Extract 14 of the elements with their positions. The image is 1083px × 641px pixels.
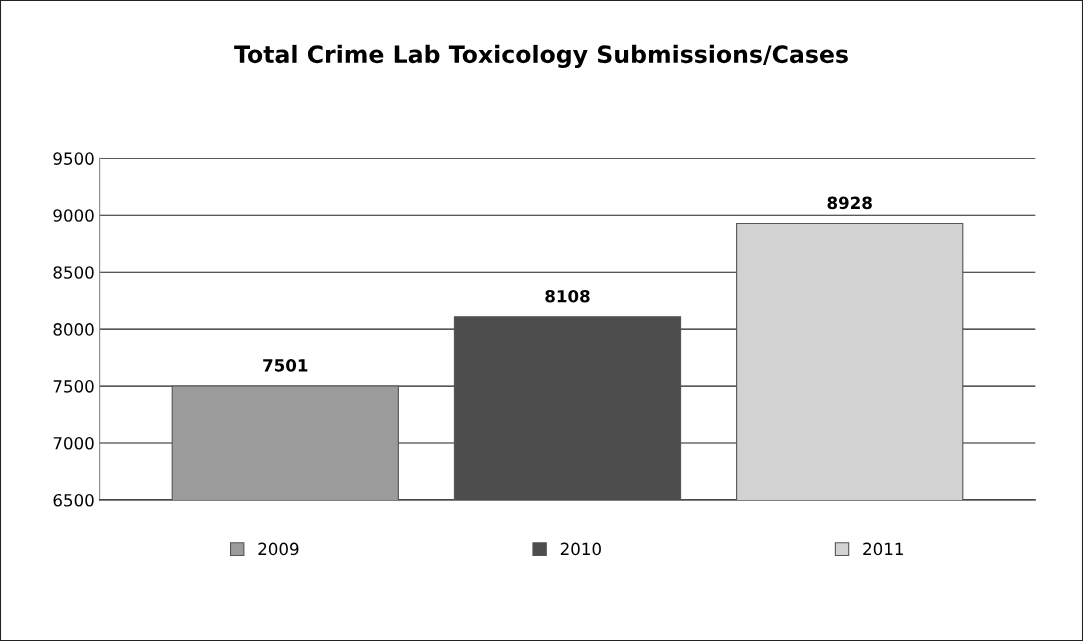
y-tick-label: 9000 [53,209,94,222]
chart-title: Total Crime Lab Toxicology Submissions/Cases [234,44,848,68]
data-label: 8928 [827,196,872,210]
y-tick-label: 7500 [53,380,94,393]
y-tick-label: 8000 [53,323,94,336]
y-tick-label: 9500 [53,152,94,165]
y-tick-label: 6500 [53,493,94,507]
y-tick-label: 7000 [53,437,94,450]
y-tick-label: 8500 [53,266,94,279]
data-label: 7501 [263,359,308,372]
legend-label: 2011 [863,542,903,556]
legend-label: 2009 [258,542,299,556]
data-label: 8108 [545,289,590,303]
legend-label: 2010 [560,542,601,556]
